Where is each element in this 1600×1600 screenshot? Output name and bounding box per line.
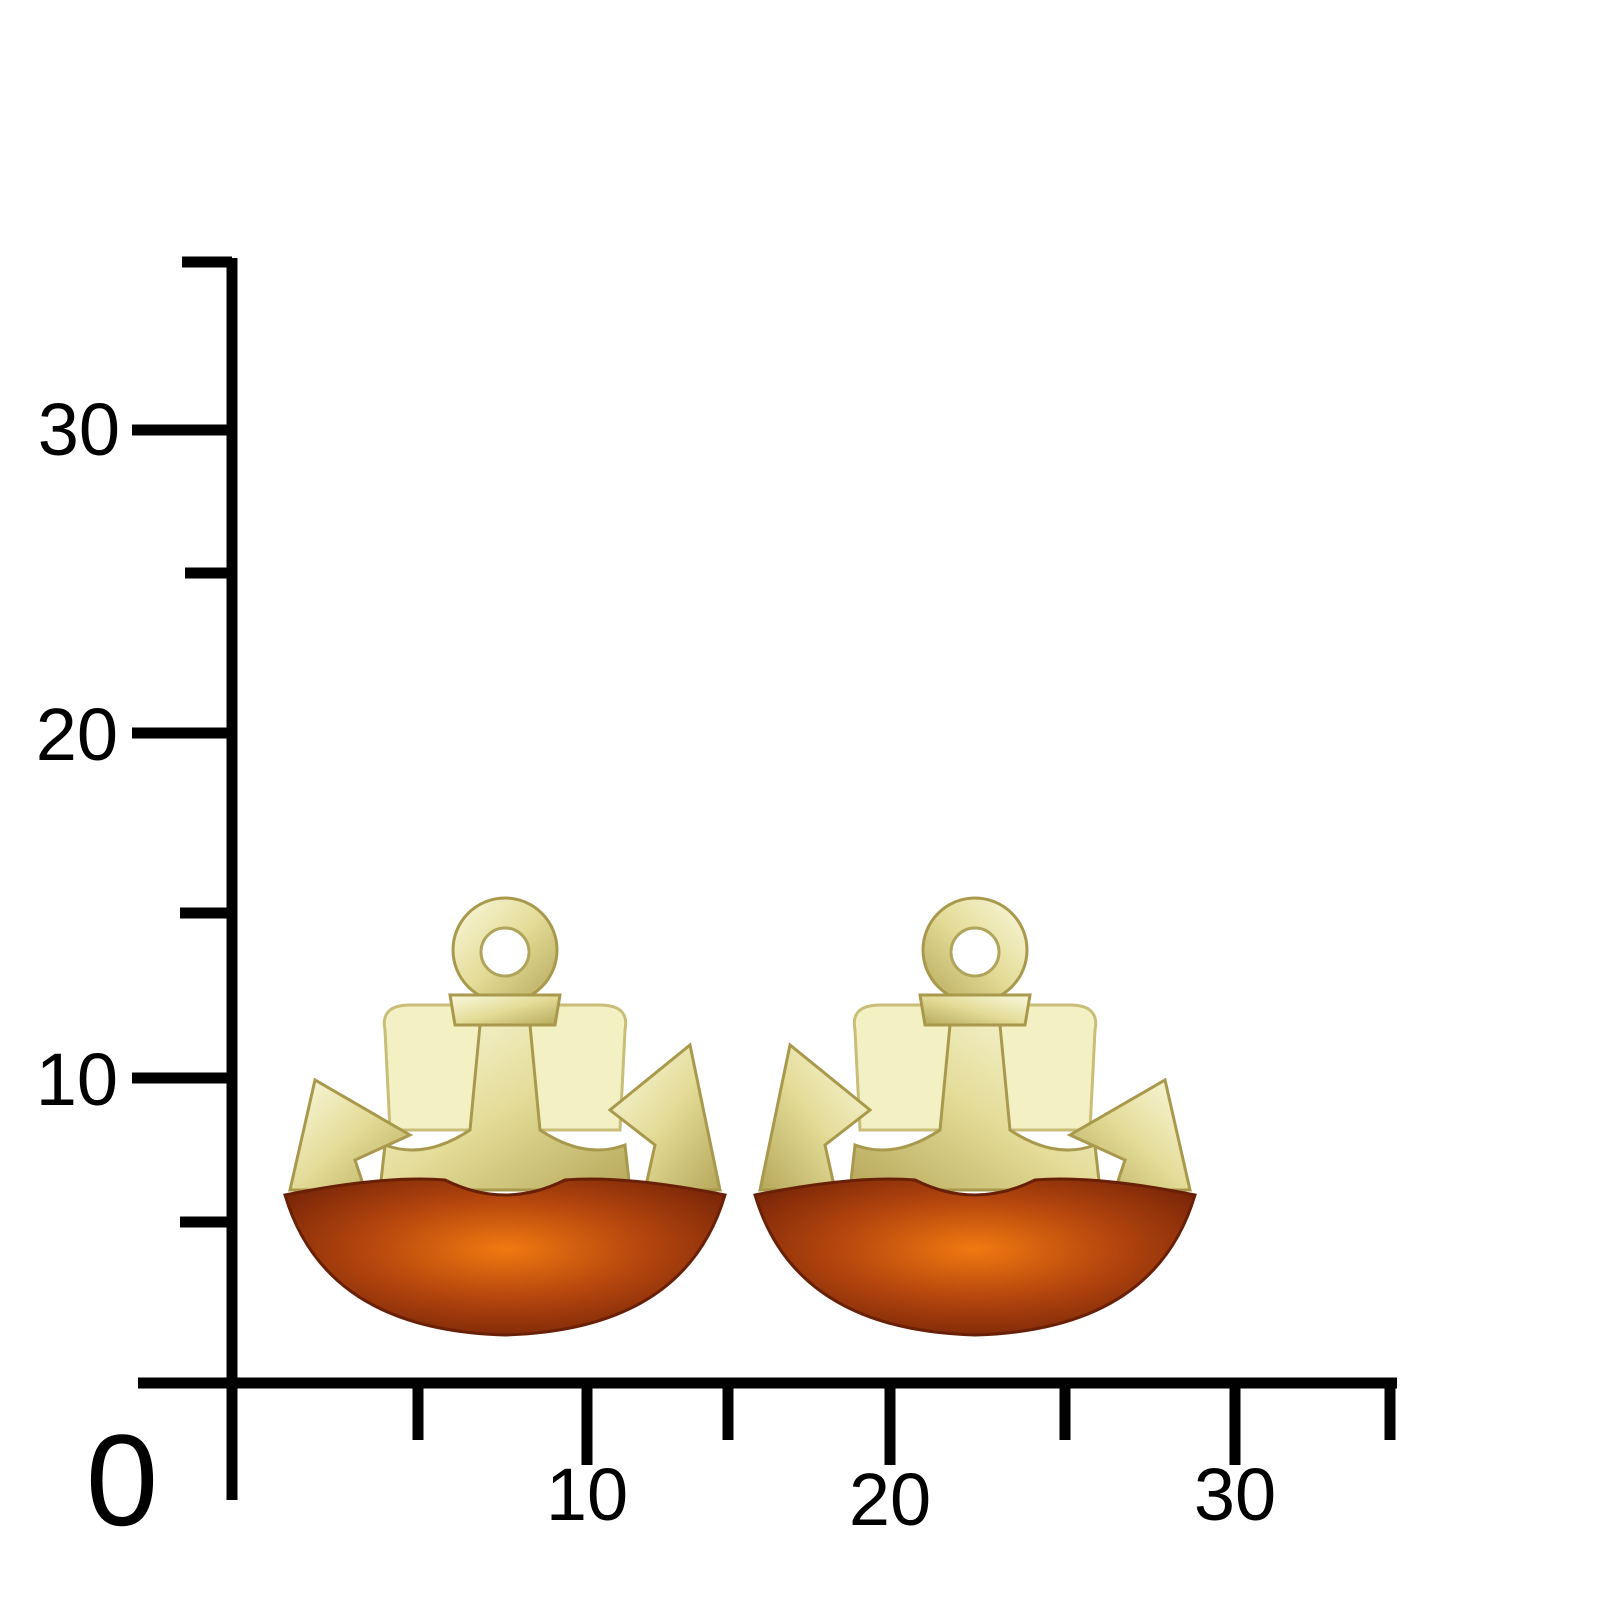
x-label-20: 20 [849,1458,931,1541]
x-label-30: 30 [1194,1453,1276,1536]
y-label-10: 10 [36,1038,118,1121]
earring-left [283,896,727,1337]
ruler-scale [132,256,1397,1500]
y-label-20: 20 [36,693,118,776]
origin-label: 0 [86,1407,158,1553]
earring-right [753,896,1197,1337]
x-label-10: 10 [546,1453,628,1536]
y-label-30: 30 [38,388,120,471]
